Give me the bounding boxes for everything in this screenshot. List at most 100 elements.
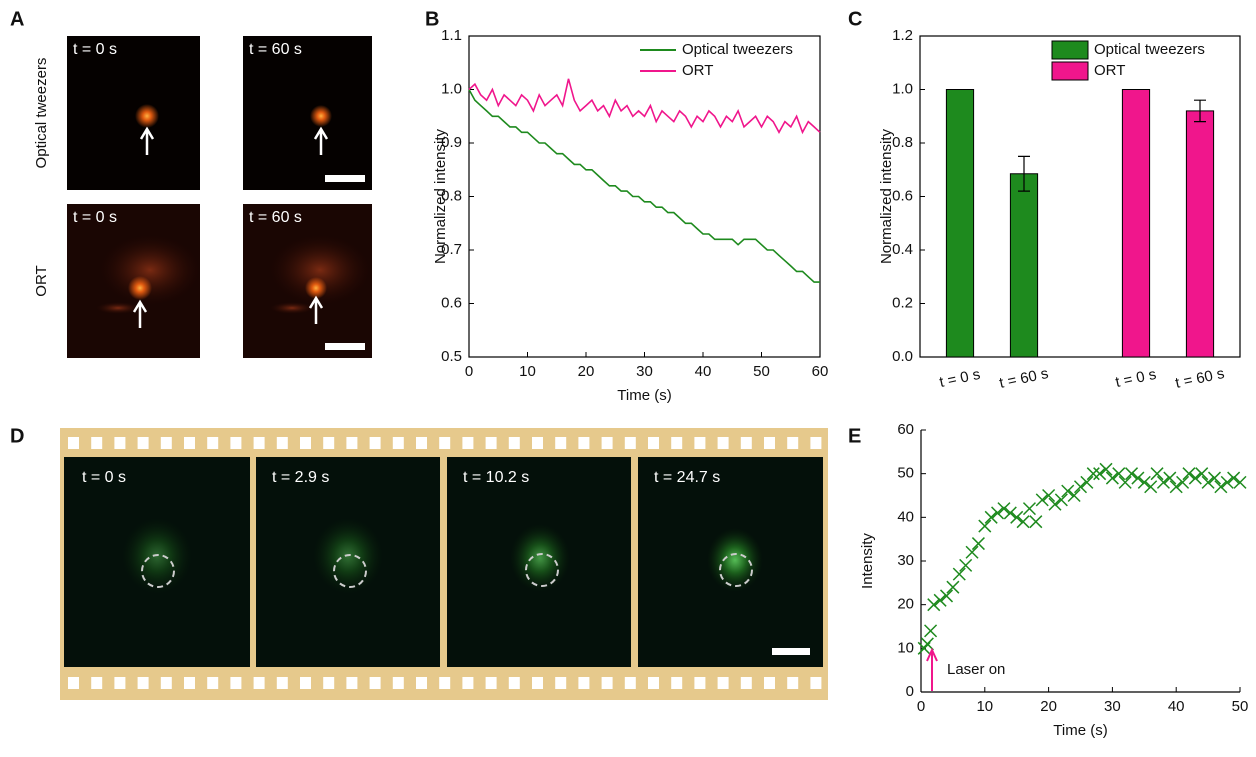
sprocket-hole xyxy=(230,437,242,449)
marker xyxy=(1118,475,1132,489)
legend-swatch xyxy=(1051,40,1089,60)
x-tick-label: 20 xyxy=(578,363,595,380)
annotation-arrow xyxy=(926,647,938,691)
marker xyxy=(924,624,938,638)
y-tick-label: 0.8 xyxy=(441,187,462,204)
legend-swatch xyxy=(1051,61,1089,81)
marker xyxy=(1169,480,1183,494)
sprocket-hole xyxy=(671,677,683,689)
sprocket-hole xyxy=(323,677,335,689)
haze xyxy=(96,302,140,314)
glow xyxy=(707,528,763,592)
bar xyxy=(1009,173,1039,358)
sprocket-holes xyxy=(68,437,822,689)
particle xyxy=(310,105,332,127)
scale-bar xyxy=(325,343,365,350)
y-tick-label: 0 xyxy=(906,683,914,700)
marker xyxy=(1035,493,1049,507)
marker xyxy=(959,558,973,572)
sprocket-hole xyxy=(508,437,520,449)
marker xyxy=(1061,484,1075,498)
sprocket-hole xyxy=(787,437,799,449)
sprocket-hole xyxy=(439,437,451,449)
sprocket-hole xyxy=(532,677,543,689)
x-tick-label: 60 xyxy=(812,363,829,380)
y-tick-label: 0.4 xyxy=(892,241,913,258)
y-tick-label: 0.5 xyxy=(441,348,462,365)
y-tick-label: 0.8 xyxy=(892,134,913,151)
y-tick-label: 1.1 xyxy=(441,27,462,44)
panel-letter: A xyxy=(10,8,24,30)
annotation: Laser on xyxy=(947,661,1005,678)
x-tick-label: 50 xyxy=(753,363,770,380)
arrow xyxy=(139,126,155,155)
roi xyxy=(333,554,367,588)
sprocket-hole xyxy=(810,437,822,449)
sprocket-hole xyxy=(253,677,265,689)
sprocket-hole xyxy=(740,677,752,689)
sprocket-hole xyxy=(276,677,288,689)
legend-label: ORT xyxy=(682,62,713,79)
marker xyxy=(1176,475,1190,489)
particle xyxy=(128,276,152,300)
marker xyxy=(1029,515,1043,529)
y-tick-label: 30 xyxy=(897,552,914,569)
bar xyxy=(1185,110,1215,358)
y-tick-label: 60 xyxy=(897,421,914,438)
marker xyxy=(1163,471,1177,485)
panel-letter: C xyxy=(848,8,862,30)
marker xyxy=(978,519,992,533)
marker xyxy=(939,589,954,603)
sprocket-hole xyxy=(323,437,335,449)
sprocket-hole xyxy=(485,677,497,689)
marker xyxy=(1131,471,1145,485)
image xyxy=(243,36,372,190)
marker xyxy=(1105,471,1119,485)
legend-label: Optical tweezers xyxy=(682,41,793,58)
sprocket-hole xyxy=(787,677,799,689)
sprocket-hole xyxy=(462,437,474,449)
y-tick-label: 0.0 xyxy=(892,348,913,365)
y-axis-label: Normalized intensity xyxy=(432,128,449,264)
marker xyxy=(927,598,941,612)
sprocket-hole xyxy=(137,437,149,449)
y-tick-label: 50 xyxy=(897,465,914,482)
sprocket-hole xyxy=(624,437,636,449)
panel-a-images: t = 0 s t = 60 s t = 0 s t = 60 s Optica… xyxy=(33,36,372,358)
sprocket-hole xyxy=(485,437,497,449)
panel-letter: B xyxy=(425,8,439,30)
marker xyxy=(1137,475,1151,489)
sprocket-hole xyxy=(346,677,358,689)
marker xyxy=(1093,467,1107,481)
marker xyxy=(1182,467,1196,481)
sprocket-hole xyxy=(740,437,752,449)
marker xyxy=(1150,467,1164,481)
x-tick-label: t = 60 s xyxy=(1174,365,1226,392)
sprocket-hole xyxy=(276,437,288,449)
sprocket-hole xyxy=(764,437,775,449)
particle xyxy=(135,104,159,128)
marker xyxy=(1201,475,1215,489)
sprocket-hole xyxy=(369,677,381,689)
y-tick-label: 0.2 xyxy=(892,294,913,311)
x-tick-label: 30 xyxy=(636,363,653,380)
arrow xyxy=(313,126,329,155)
sprocket-hole xyxy=(160,437,172,449)
marker xyxy=(1073,480,1088,494)
marker xyxy=(1016,515,1030,529)
image xyxy=(67,36,200,190)
panel-letter: E xyxy=(848,425,861,447)
sprocket-hole xyxy=(253,437,265,449)
marker xyxy=(997,502,1011,516)
sprocket-hole xyxy=(207,437,219,449)
sprocket-hole xyxy=(346,437,358,449)
image-label: t = 0 s xyxy=(82,469,126,486)
sprocket-hole xyxy=(555,677,567,689)
x-tick-label: 40 xyxy=(695,363,712,380)
sprocket-hole xyxy=(369,437,381,449)
marker xyxy=(920,637,934,651)
y-tick-label: 0.6 xyxy=(441,294,462,311)
sprocket-hole xyxy=(601,437,613,449)
sprocket-hole xyxy=(555,437,567,449)
sprocket-hole xyxy=(624,677,636,689)
